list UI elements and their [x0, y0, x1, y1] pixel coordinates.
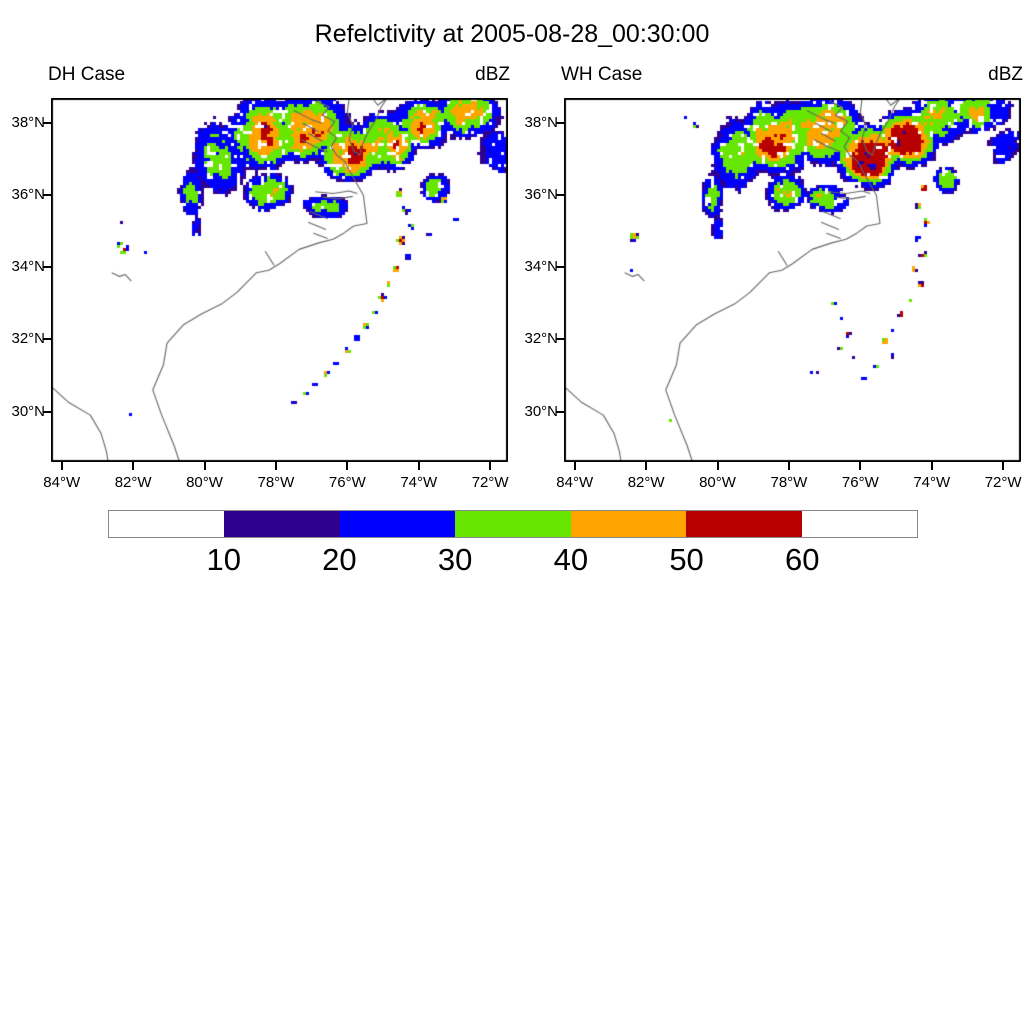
lon-tick-label: 76°W: [328, 474, 366, 491]
reflectivity-map-canvas: [564, 98, 1021, 462]
reflectivity-map-canvas: [51, 98, 508, 462]
lon-tick: [203, 462, 206, 470]
colorbar-bar: [108, 510, 918, 538]
colorbar-tick-label: 50: [669, 542, 704, 577]
lon-tick-label: 80°W: [186, 474, 223, 491]
colorbar-segment: [801, 511, 917, 537]
lat-tick: [43, 338, 51, 341]
colorbar-tick-label: 30: [437, 542, 473, 577]
colorbar-segment: [570, 511, 687, 537]
lon-tick: [859, 462, 862, 470]
colorbar-segment: [455, 511, 571, 537]
map-panel-wh: WH Case dBZ 84°W 82°W 80°W 78°W 76°W 74°W 72°W…: [513, 60, 1024, 530]
lon-tick-label: 82°W: [114, 474, 152, 491]
lon-tick-label: 78°W: [257, 474, 295, 491]
lon-tick-label: 84°W: [556, 474, 594, 491]
colorbar-labels: 10 20 30 40 50 60: [108, 542, 918, 582]
lon-tick-label: 82°W: [627, 474, 665, 491]
panel-case-label: WH Case: [561, 64, 643, 85]
lon-tick-label: 84°W: [43, 474, 81, 491]
map-panel-dh: DH Case dBZ 84°W 82°W 80°W 78°W 76°W 74°W 72°W…: [0, 60, 512, 530]
panel-header: DH Case dBZ: [48, 64, 510, 86]
lon-tick-label: 74°W: [913, 474, 951, 491]
lat-tick-label: 38°N: [11, 114, 45, 132]
lon-tick: [417, 462, 420, 470]
lat-tick-label: 32°N: [524, 330, 558, 348]
colorbar-segment: [686, 511, 802, 537]
lat-tick-label: 30°N: [11, 402, 45, 420]
lat-tick: [556, 194, 564, 197]
lat-tick: [556, 410, 564, 413]
lon-tick: [930, 462, 933, 470]
lon-tick: [716, 462, 719, 470]
lat-tick-label: 36°N: [524, 186, 558, 204]
lon-tick: [346, 462, 349, 470]
lon-tick-label: 74°W: [400, 474, 438, 491]
lat-tick-label: 32°N: [11, 330, 45, 348]
lat-tick: [43, 410, 51, 413]
lon-tick: [489, 462, 492, 470]
colorbar-tick-label: 10: [206, 542, 241, 577]
lon-tick: [573, 462, 576, 470]
lat-tick: [556, 122, 564, 125]
colorbar: 10 20 30 40 50 60: [108, 510, 918, 577]
lon-tick: [274, 462, 277, 470]
map-plot-area: [51, 98, 508, 462]
lon-tick-label: 72°W: [984, 474, 1022, 491]
lat-tick: [43, 266, 51, 269]
panel-case-label: DH Case: [48, 64, 126, 85]
lat-tick: [43, 194, 51, 197]
colorbar-tick-label: 20: [322, 542, 357, 577]
lon-tick: [1002, 462, 1005, 470]
lon-tick-label: 72°W: [471, 474, 509, 491]
lat-tick-label: 34°N: [11, 258, 45, 276]
lat-tick: [556, 338, 564, 341]
panel-units-label: dBZ: [475, 64, 510, 85]
lat-tick: [556, 266, 564, 269]
lon-tick-label: 76°W: [841, 474, 879, 491]
colorbar-tick-label: 40: [553, 542, 589, 577]
panel-header: WH Case dBZ: [561, 64, 1023, 86]
colorbar-segment: [109, 511, 225, 537]
map-plot-area: [564, 98, 1021, 462]
lon-tick: [132, 462, 135, 470]
colorbar-tick-label: 60: [785, 542, 820, 577]
lat-tick-label: 30°N: [524, 402, 558, 420]
colorbar-segment: [224, 511, 340, 537]
lat-tick: [43, 122, 51, 125]
figure-title: Refelctivity at 2005-08-28_00:30:00: [314, 20, 710, 48]
panel-units-label: dBZ: [988, 64, 1023, 85]
colorbar-segment: [339, 511, 456, 537]
lon-tick-label: 80°W: [699, 474, 736, 491]
lon-tick: [60, 462, 63, 470]
lat-tick-label: 38°N: [524, 114, 558, 132]
lon-tick-label: 78°W: [770, 474, 808, 491]
lat-tick-label: 34°N: [524, 258, 558, 276]
lat-tick-label: 36°N: [11, 186, 45, 204]
lon-tick: [645, 462, 648, 470]
lon-tick: [787, 462, 790, 470]
